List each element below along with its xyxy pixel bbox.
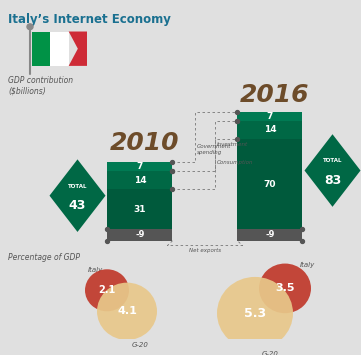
Text: 7: 7 (267, 112, 273, 121)
Circle shape (97, 283, 157, 340)
Text: GDP contribution
($billions): GDP contribution ($billions) (8, 76, 73, 96)
Bar (108, 162, 173, 171)
Point (105, 238, 110, 244)
Text: G-20: G-20 (131, 342, 148, 348)
Point (170, 159, 175, 165)
Circle shape (217, 277, 293, 349)
Bar (32, 32, 50, 66)
Point (235, 109, 240, 115)
Text: 14: 14 (264, 125, 276, 135)
Bar (238, 229, 303, 241)
Text: TOTAL: TOTAL (323, 158, 342, 163)
Point (235, 118, 240, 124)
Point (235, 118, 240, 124)
Text: 2016: 2016 (240, 83, 310, 107)
Bar (108, 171, 173, 189)
Text: 2010: 2010 (110, 131, 180, 154)
Text: 43: 43 (69, 199, 86, 212)
Point (300, 238, 305, 244)
Text: 70: 70 (264, 180, 276, 189)
Text: Consumption: Consumption (217, 160, 253, 165)
Bar (50, 32, 69, 66)
Text: 2.1: 2.1 (99, 285, 116, 295)
Point (105, 226, 110, 232)
Bar (238, 112, 303, 121)
Text: -9: -9 (135, 230, 145, 240)
Text: Government
spending: Government spending (197, 144, 231, 154)
Text: 7: 7 (137, 162, 143, 171)
Polygon shape (49, 159, 105, 232)
Circle shape (259, 263, 311, 313)
Point (170, 186, 175, 192)
Text: Italy: Italy (87, 267, 103, 273)
Text: Investment: Investment (217, 142, 248, 147)
Text: G-20: G-20 (262, 351, 278, 355)
Text: 3.5: 3.5 (275, 283, 295, 293)
Text: 5.3: 5.3 (244, 307, 266, 320)
Text: TOTAL: TOTAL (68, 184, 87, 189)
Point (235, 136, 240, 142)
Bar (108, 189, 173, 229)
Circle shape (85, 269, 129, 311)
Text: -9: -9 (265, 230, 275, 240)
Text: 14: 14 (134, 176, 146, 185)
Text: 31: 31 (134, 205, 146, 214)
Polygon shape (69, 32, 87, 66)
Point (170, 168, 175, 174)
Bar (238, 139, 303, 229)
Bar (238, 121, 303, 139)
Circle shape (27, 24, 33, 29)
Text: Percentage of GDP: Percentage of GDP (8, 253, 80, 262)
Polygon shape (304, 134, 361, 207)
Text: 4.1: 4.1 (117, 306, 137, 316)
Point (170, 168, 175, 174)
Text: Italy: Italy (299, 262, 315, 268)
Text: Italy’s Internet Economy: Italy’s Internet Economy (8, 13, 171, 26)
Point (300, 226, 305, 232)
Bar (108, 229, 173, 241)
Text: Net exports: Net exports (189, 248, 221, 253)
Text: 83: 83 (324, 174, 341, 187)
